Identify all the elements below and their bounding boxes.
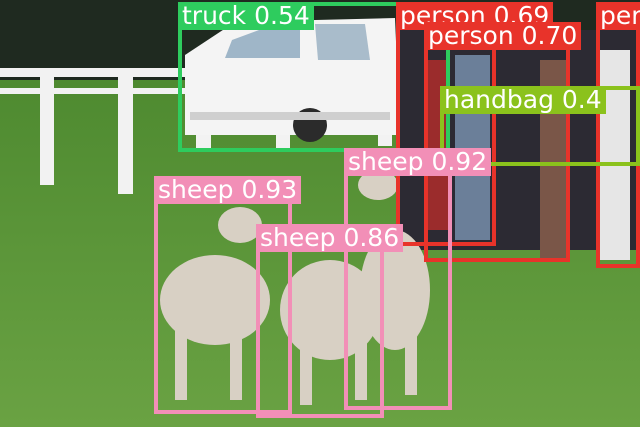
detection-label: truck 0.54	[178, 2, 314, 30]
detection-box-truck: truck 0.54	[178, 2, 450, 152]
detection-label: sheep 0.92	[344, 148, 492, 176]
detection-box-sheep: sheep 0.86	[256, 224, 404, 418]
detection-box-sheep: sheep 0.93	[154, 176, 302, 414]
sheep-shapes	[160, 170, 430, 405]
detection-box-handbag: handbag 0.4	[440, 86, 640, 166]
detection-label: handbag 0.4	[440, 86, 606, 114]
detection-label: sheep 0.86	[256, 224, 404, 252]
detection-label: sheep 0.93	[154, 176, 302, 204]
detection-box-sheep: sheep 0.92	[344, 148, 492, 410]
detection-box-person: person 0.70	[424, 22, 582, 262]
detection-label: person 0.70	[424, 22, 582, 50]
detection-label: per	[596, 2, 640, 30]
truck-shape	[185, 18, 400, 142]
